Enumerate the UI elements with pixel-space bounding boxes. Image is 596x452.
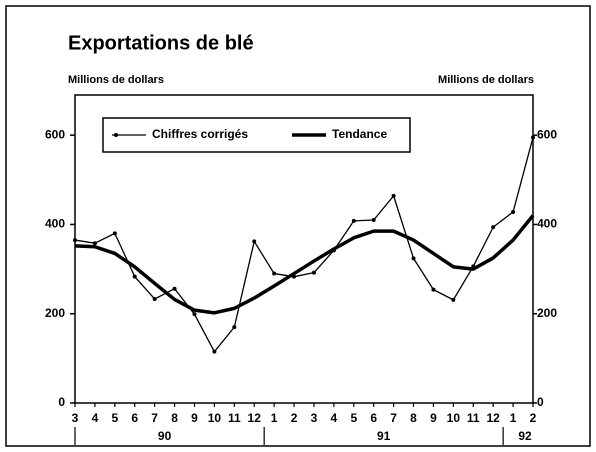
data-point <box>192 312 197 317</box>
x-tick-label: 8 <box>410 411 417 425</box>
x-tick-label: 9 <box>191 411 198 425</box>
data-point <box>371 217 376 222</box>
data-line <box>74 137 534 353</box>
x-tick-label: 9 <box>430 411 437 425</box>
x-tick-label: 3 <box>72 411 79 425</box>
x-tick-label: 7 <box>151 411 158 425</box>
y2-tick-label: 600 <box>537 127 557 141</box>
data-point <box>132 274 137 279</box>
x-tick-label: 4 <box>92 411 99 425</box>
data-point <box>411 256 416 261</box>
x-tick-label: 2 <box>291 411 298 425</box>
data-point <box>431 287 436 292</box>
data-point <box>351 218 356 223</box>
trend-line <box>74 214 535 315</box>
data-point <box>92 241 97 246</box>
x-tick-label: 1 <box>271 411 278 425</box>
y-tick-label: 400 <box>45 217 65 231</box>
x-tick-label: 12 <box>248 411 262 425</box>
frame <box>5 5 591 447</box>
x-tick-label: 6 <box>131 411 138 425</box>
data-point <box>232 325 237 330</box>
legend-marker <box>114 133 118 137</box>
data-point <box>391 193 396 198</box>
x-tick-label: 4 <box>331 411 338 425</box>
x-tick-label: 12 <box>486 411 500 425</box>
data-point <box>152 296 157 301</box>
x-tick-label: 10 <box>208 411 222 425</box>
x-tick-label: 8 <box>171 411 178 425</box>
y2-tick-label: 0 <box>537 395 544 409</box>
data-point <box>451 297 456 302</box>
y2-axis-label: Millions de dollars <box>438 74 534 86</box>
y-tick-label: 200 <box>45 306 65 320</box>
x-tick-label: 1 <box>510 411 517 425</box>
data-point <box>212 349 217 354</box>
x-tick-label: 6 <box>370 411 377 425</box>
data-point <box>491 225 496 230</box>
y2-tick-label: 200 <box>537 306 557 320</box>
year-label: 90 <box>158 429 172 443</box>
x-tick-label: 11 <box>467 411 480 425</box>
data-point <box>272 271 277 276</box>
y-tick-label: 0 <box>58 395 65 409</box>
data-point <box>311 270 316 275</box>
x-tick-label: 5 <box>350 411 357 425</box>
year-label: 91 <box>377 429 391 443</box>
data-point <box>531 135 535 140</box>
year-label: 92 <box>518 429 532 443</box>
legend-label: Chiffres corrigés <box>152 127 248 141</box>
data-point <box>73 238 77 243</box>
x-tick-label: 5 <box>111 411 118 425</box>
y-tick-label: 600 <box>45 127 65 141</box>
x-tick-label: 7 <box>390 411 397 425</box>
x-tick-label: 3 <box>311 411 318 425</box>
y-axis-label: Millions de dollars <box>68 74 164 86</box>
data-point <box>172 286 177 291</box>
x-tick-label: 11 <box>228 411 241 425</box>
plot-area <box>74 94 534 404</box>
chart-title: Exportations de blé <box>68 32 254 54</box>
data-point <box>112 231 117 236</box>
y2-tick-label: 400 <box>537 217 557 231</box>
x-tick-label: 2 <box>530 411 537 425</box>
data-point <box>511 209 516 214</box>
legend-box <box>102 117 411 153</box>
x-tick-label: 10 <box>447 411 461 425</box>
data-point <box>252 239 257 244</box>
legend-label: Tendance <box>332 127 387 141</box>
